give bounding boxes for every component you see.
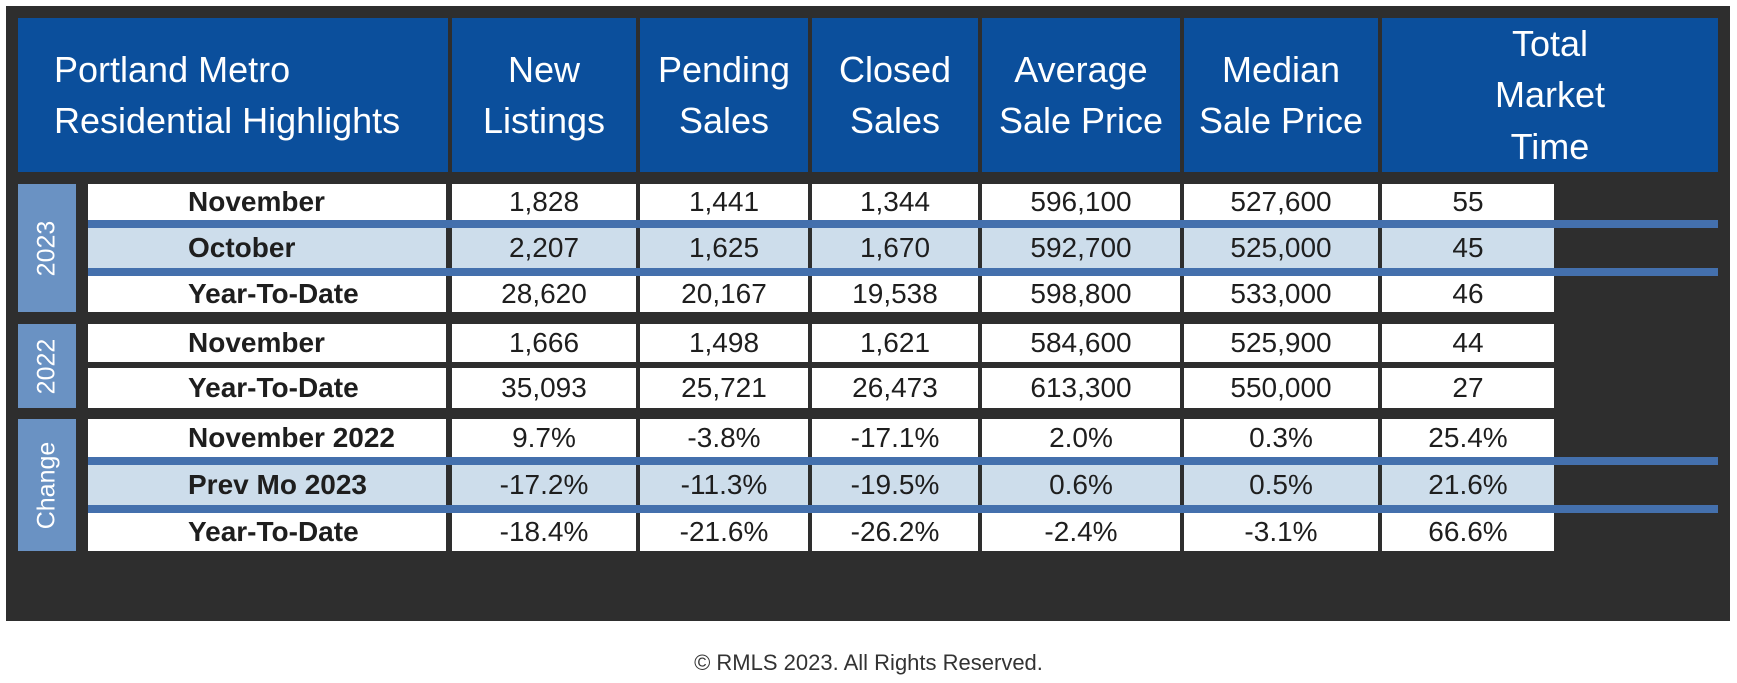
row-label: Prev Mo 2023	[88, 465, 446, 505]
column-header-line: Sales	[678, 100, 770, 141]
table-cell: 525,000	[1184, 228, 1378, 268]
column-header-line: Median	[1221, 48, 1341, 90]
table-cell: 1,666	[452, 324, 636, 362]
table-cell: 584,600	[982, 324, 1180, 362]
table-cell: -3.1%	[1184, 513, 1378, 551]
row-label: November 2022	[88, 419, 446, 457]
table-cell: 9.7%	[452, 419, 636, 457]
table-cell: -17.2%	[452, 465, 636, 505]
highlights-table: Portland Metro Residential Highlights Ne…	[6, 6, 1730, 621]
column-header-line: Time	[1510, 125, 1590, 167]
table-cell: 1,441	[640, 184, 808, 220]
table-cell: 2,207	[452, 228, 636, 268]
column-header-average-sale-price: Average Sale Price	[982, 18, 1180, 172]
table-cell: 598,800	[982, 276, 1180, 312]
group-label-text: Change	[32, 441, 61, 529]
table-cell: -26.2%	[812, 513, 978, 551]
group-label-text: 2022	[32, 338, 61, 394]
table-cell: 527,600	[1184, 184, 1378, 220]
column-header-line: New	[507, 48, 581, 90]
copyright-footer: © RMLS 2023. All Rights Reserved.	[694, 650, 1043, 675]
group-label-change: Change	[18, 419, 76, 551]
table-cell: 613,300	[982, 368, 1180, 408]
column-header-line: Average	[1014, 48, 1148, 90]
column-header-line: Sales	[849, 100, 941, 141]
table-cell: 46	[1382, 276, 1554, 312]
table-cell: -2.4%	[982, 513, 1180, 551]
table-cell: 1,625	[640, 228, 808, 268]
column-header-line: Closed	[838, 48, 952, 90]
table-cell: -11.3%	[640, 465, 808, 505]
column-header-line: Market	[1494, 74, 1606, 116]
table-cell: 25,721	[640, 368, 808, 408]
table-cell: 25.4%	[1382, 419, 1554, 457]
table-cell: 19,538	[812, 276, 978, 312]
row-label: Year-To-Date	[88, 368, 446, 408]
group-label-2022: 2022	[18, 324, 76, 408]
column-header-pending-sales: Pending Sales	[640, 18, 808, 172]
table-cell: 35,093	[452, 368, 636, 408]
group-label-2023: 2023	[18, 184, 76, 312]
table-cell: 0.5%	[1184, 465, 1378, 505]
table-cell: 1,498	[640, 324, 808, 362]
row-label: November	[88, 184, 446, 220]
column-header-line: Total	[1511, 23, 1589, 65]
table-title: Portland Metro Residential Highlights	[18, 18, 448, 172]
table-cell: -21.6%	[640, 513, 808, 551]
row-label: October	[88, 228, 446, 268]
table-cell: 45	[1382, 228, 1554, 268]
table-cell: 55	[1382, 184, 1554, 220]
table-cell: 525,900	[1184, 324, 1378, 362]
column-header-line: Listings	[482, 100, 606, 141]
table-cell: 21.6%	[1382, 465, 1554, 505]
row-separator	[88, 220, 1718, 228]
table-cell: 1,828	[452, 184, 636, 220]
table-cell: 533,000	[1184, 276, 1378, 312]
title-line-2: Residential Highlights	[54, 100, 401, 141]
column-header-line: Sale Price	[1198, 100, 1364, 141]
title-line-1: Portland Metro	[54, 48, 291, 90]
column-header-new-listings: New Listings	[452, 18, 636, 172]
table-cell: 27	[1382, 368, 1554, 408]
table-cell: 1,344	[812, 184, 978, 220]
table-cell: 1,670	[812, 228, 978, 268]
column-header-closed-sales: Closed Sales	[812, 18, 978, 172]
table-cell: -3.8%	[640, 419, 808, 457]
group-label-text: 2023	[32, 220, 61, 276]
table-cell: 596,100	[982, 184, 1180, 220]
row-separator	[88, 505, 1718, 513]
table-cell: -18.4%	[452, 513, 636, 551]
column-header-line: Pending	[657, 48, 791, 90]
row-separator	[88, 268, 1718, 276]
table-cell: 550,000	[1184, 368, 1378, 408]
column-header-total-market-time: Total Market Time	[1382, 18, 1718, 172]
row-label: Year-To-Date	[88, 513, 446, 551]
table-cell: 26,473	[812, 368, 978, 408]
row-label: November	[88, 324, 446, 362]
row-separator	[88, 457, 1718, 465]
table-cell: -19.5%	[812, 465, 978, 505]
table-cell: -17.1%	[812, 419, 978, 457]
table-cell: 592,700	[982, 228, 1180, 268]
table-cell: 0.3%	[1184, 419, 1378, 457]
table-cell: 1,621	[812, 324, 978, 362]
row-label: Year-To-Date	[88, 276, 446, 312]
column-header-line: Sale Price	[998, 100, 1164, 141]
table-cell: 28,620	[452, 276, 636, 312]
table-cell: 44	[1382, 324, 1554, 362]
table-cell: 66.6%	[1382, 513, 1554, 551]
column-header-median-sale-price: Median Sale Price	[1184, 18, 1378, 172]
table-cell: 0.6%	[982, 465, 1180, 505]
table-cell: 20,167	[640, 276, 808, 312]
table-cell: 2.0%	[982, 419, 1180, 457]
